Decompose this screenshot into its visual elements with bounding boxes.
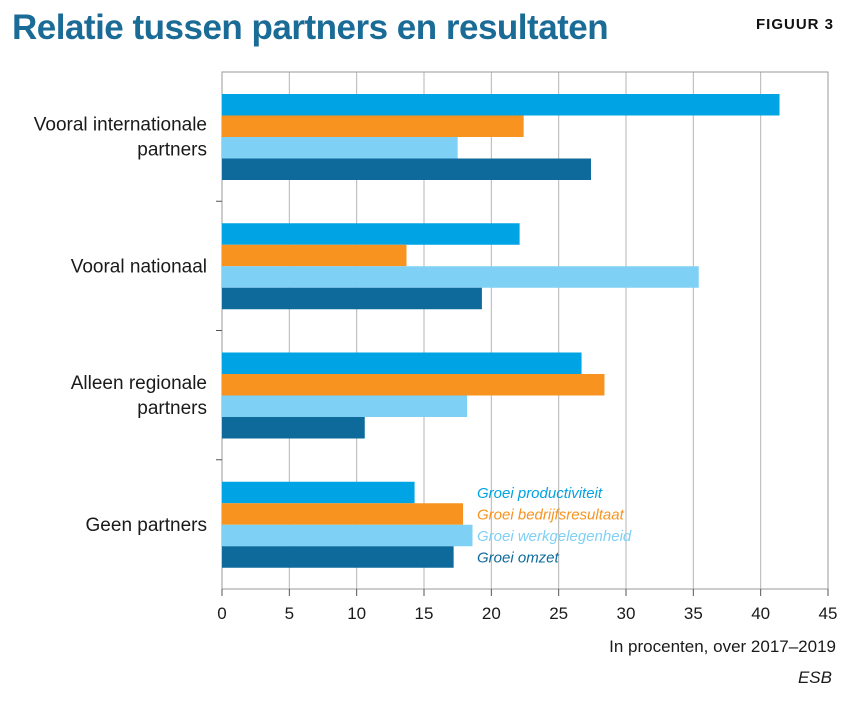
bar-2-4 <box>222 287 482 310</box>
x-tick-label: 5 <box>285 604 294 623</box>
bar-3-1 <box>222 352 582 374</box>
x-axis-label: In procenten, over 2017–2019 <box>609 637 836 656</box>
bar-4-2 <box>222 503 464 525</box>
category-label: Alleen regionale <box>71 373 207 394</box>
category-label: Vooral nationaal <box>71 256 207 277</box>
bar-4-1 <box>222 481 415 504</box>
x-tick-label: 10 <box>347 604 366 623</box>
x-tick-label: 0 <box>217 604 226 623</box>
legend-entry: Groei werkgelegenheid <box>477 528 632 545</box>
bar-4-4 <box>222 546 454 568</box>
bar-1-2 <box>222 115 524 137</box>
x-tick-label: 45 <box>819 604 838 623</box>
x-tick-label: 15 <box>415 604 434 623</box>
category-label: Vooral internationale <box>34 115 207 136</box>
category-label: partners <box>137 140 207 161</box>
bar-1-1 <box>222 94 780 116</box>
bar-1-4 <box>222 158 591 180</box>
bar-4-3 <box>222 524 473 547</box>
x-tick-label: 35 <box>684 604 703 623</box>
category-label: partners <box>137 398 207 419</box>
x-tick-label: 20 <box>482 604 501 623</box>
x-tick-label: 25 <box>549 604 568 623</box>
bar-3-3 <box>222 395 468 417</box>
legend-entry: Groei omzet <box>477 549 560 566</box>
bar-3-2 <box>222 374 605 396</box>
category-label: Geen partners <box>86 515 207 536</box>
bar-2-2 <box>222 244 407 267</box>
bar-2-3 <box>222 266 699 288</box>
figure-label: FIGUUR 3 <box>755 16 834 33</box>
legend-entry: Groei productiviteit <box>477 485 603 502</box>
bar-2-1 <box>222 223 520 245</box>
legend-entry: Groei bedrijfsresultaat <box>477 506 625 523</box>
bar-3-4 <box>222 417 365 439</box>
x-tick-label: 40 <box>751 604 770 623</box>
chart-title: Relatie tussen partners en resultaten <box>12 8 609 47</box>
bar-1-3 <box>222 137 458 159</box>
x-tick-label: 30 <box>617 604 636 623</box>
source-label: ESB <box>797 668 832 687</box>
